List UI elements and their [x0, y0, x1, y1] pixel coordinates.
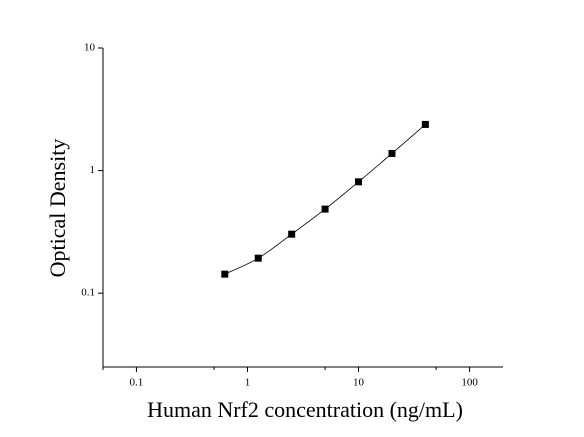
y-tick-label: 0.1: [81, 287, 95, 299]
x-axis-title: Human Nrf2 concentration (ng/mL): [147, 397, 463, 422]
x-tick-label: 10: [353, 377, 365, 389]
y-axis-title: Optical Density: [45, 139, 70, 278]
point: [254, 254, 262, 262]
point: [221, 270, 229, 278]
x-tick-label: 1: [245, 377, 251, 389]
point: [321, 205, 329, 213]
point: [288, 230, 296, 238]
y-tick-label: 10: [84, 42, 96, 54]
point: [388, 149, 396, 157]
y-tick-label: 1: [90, 164, 96, 176]
point: [355, 178, 363, 186]
x-tick-label: 0.1: [130, 377, 144, 389]
x-tick-label: 100: [461, 377, 478, 389]
point: [421, 120, 429, 128]
fit-line: [224, 124, 426, 275]
